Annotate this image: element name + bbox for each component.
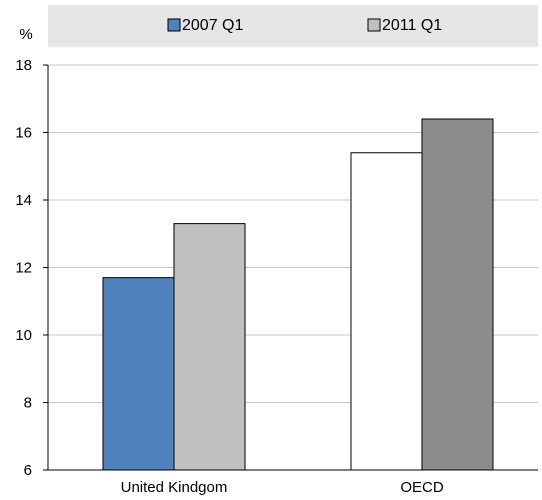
y-axis-unit-label: %	[19, 26, 32, 43]
y-tick-label-12: 12	[15, 260, 32, 277]
y-tick-label-16: 16	[15, 125, 32, 142]
legend: 2007 Q1 2011 Q1	[167, 17, 442, 34]
bar-2007-q1-oecd	[350, 152, 423, 471]
legend-label-2007-q1: 2007 Q1	[182, 17, 243, 34]
legend-label-2011-q1: 2011 Q1	[382, 17, 442, 34]
y-tick-label-18: 18	[15, 57, 32, 74]
x-tick-label-oecd: OECD	[400, 479, 444, 496]
bar-2011-q1-united-kindgom	[173, 223, 246, 471]
x-tick-label-united-kindgom: United Kindgom	[121, 479, 228, 496]
y-tick-label-10: 10	[15, 327, 32, 344]
legend-band	[48, 5, 538, 47]
y-tick-label-6: 6	[24, 462, 32, 479]
y-tick-label-14: 14	[15, 192, 32, 209]
legend-item-2007-q1: 2007 Q1	[167, 17, 243, 34]
legend-swatch-2011-q1	[367, 18, 381, 32]
axes	[43, 64, 538, 471]
legend-item-2011-q1: 2011 Q1	[367, 17, 442, 34]
y-tick-label-8: 8	[24, 395, 32, 412]
bar-2011-q1-oecd	[421, 118, 494, 471]
x-tick-labels: United Kindgom OECD	[121, 479, 444, 496]
legend-swatch-2007-q1	[167, 18, 181, 32]
bar-2007-q1-united-kindgom	[102, 277, 175, 471]
y-tick-labels: 6 8 10 12 14 16 18	[15, 57, 32, 479]
bars	[102, 118, 494, 471]
